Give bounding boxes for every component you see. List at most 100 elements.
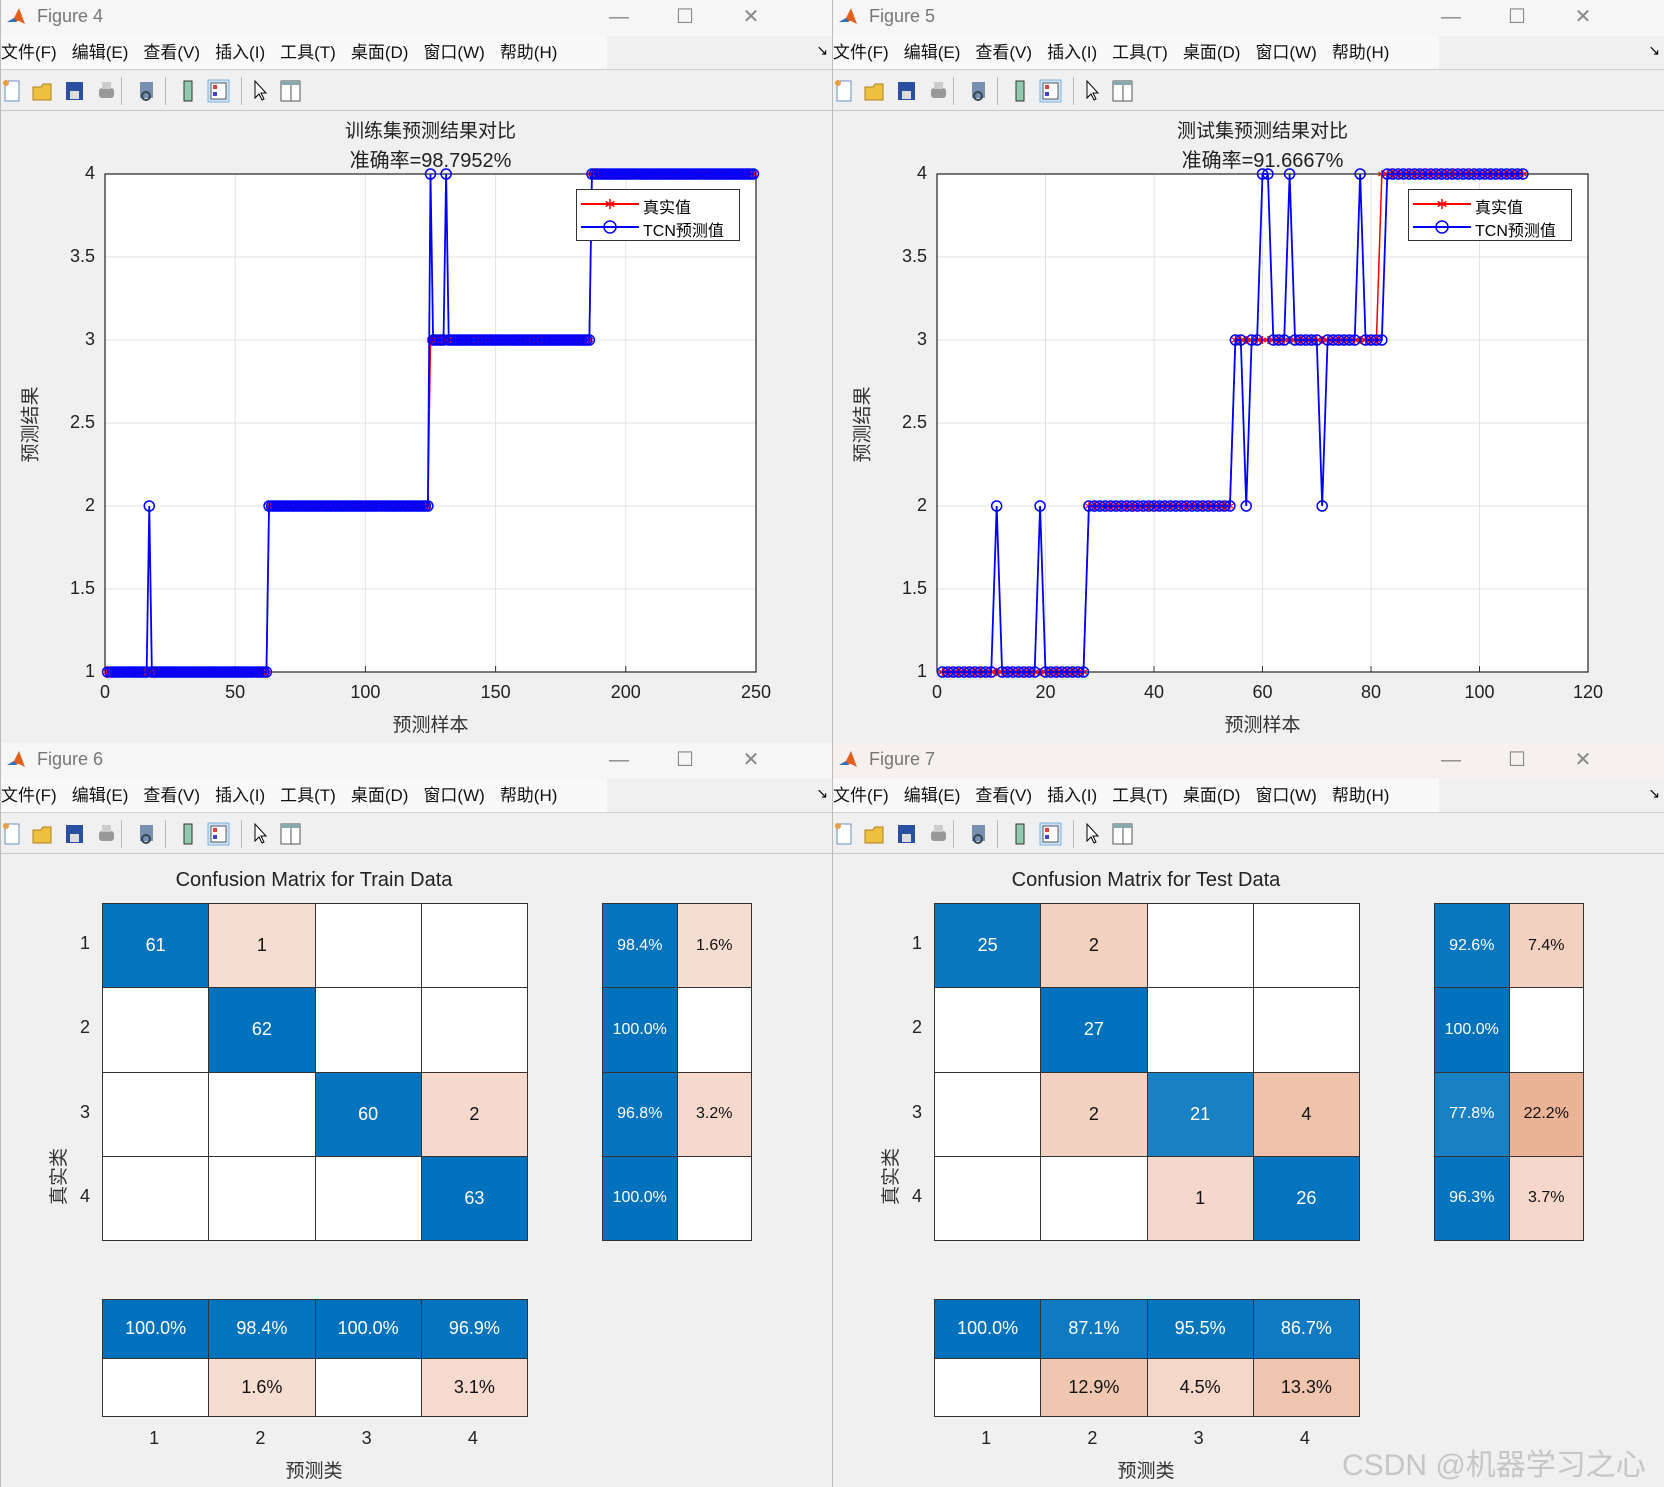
menu-item[interactable]: 插入(I) <box>215 786 266 805</box>
minimize-button[interactable]: — <box>1441 749 1461 771</box>
menu-item[interactable]: 编辑(E) <box>71 43 129 62</box>
legend-icon[interactable] <box>1039 79 1062 103</box>
menu-item[interactable]: 文件(F) <box>1 786 57 805</box>
menu-item[interactable]: 文件(F) <box>833 43 889 62</box>
menu-item[interactable]: 查看(V) <box>975 786 1033 805</box>
menu-item[interactable]: 查看(V) <box>975 43 1033 62</box>
tool-bar <box>1 814 832 854</box>
menu-item[interactable]: 插入(I) <box>1047 43 1098 62</box>
close-button[interactable]: ✕ <box>742 749 760 771</box>
menu-item[interactable]: 桌面(D) <box>350 786 409 805</box>
menu-item[interactable]: 文件(F) <box>833 786 889 805</box>
minimize-button[interactable]: — <box>1441 6 1461 28</box>
menu-item[interactable]: 查看(V) <box>143 43 201 62</box>
menu-item[interactable]: 窗口(W) <box>1255 43 1317 62</box>
column-summary-incorrect <box>314 1357 422 1417</box>
close-button[interactable]: ✕ <box>1574 749 1592 771</box>
menu-item[interactable]: 工具(T) <box>1112 43 1168 62</box>
menu-item[interactable]: 编辑(E) <box>71 786 129 805</box>
menu-item[interactable]: 桌面(D) <box>1182 43 1241 62</box>
new-file-icon[interactable] <box>1 79 23 103</box>
column-summary-correct: 86.7% <box>1252 1299 1360 1359</box>
toolbar-expand-icon[interactable]: ↘ <box>816 42 828 58</box>
menu-item[interactable]: 窗口(W) <box>1255 786 1317 805</box>
close-button[interactable]: ✕ <box>742 6 760 28</box>
new-file-icon[interactable] <box>833 822 855 846</box>
legend-icon[interactable] <box>207 79 230 103</box>
colorbar-icon[interactable] <box>1009 822 1031 846</box>
minimize-button[interactable]: — <box>609 749 629 771</box>
menu-item[interactable]: 插入(I) <box>1047 786 1098 805</box>
pointer-icon[interactable] <box>249 822 271 846</box>
print-icon[interactable] <box>95 822 117 846</box>
predicted-value-marker <box>143 500 156 512</box>
menu-item[interactable]: 编辑(E) <box>903 43 961 62</box>
new-file-icon[interactable] <box>1 822 23 846</box>
legend-icon[interactable] <box>207 822 230 846</box>
toolbar-expand-icon[interactable]: ↘ <box>1648 785 1660 801</box>
colorbar-icon[interactable] <box>177 822 199 846</box>
toolbar-expand-icon[interactable]: ↘ <box>816 785 828 801</box>
print-icon[interactable] <box>95 79 117 103</box>
save-icon[interactable] <box>895 822 917 846</box>
pointer-icon[interactable] <box>1081 79 1103 103</box>
open-folder-icon[interactable] <box>863 79 885 103</box>
title-bar[interactable]: Figure 4 — ☐ ✕ <box>1 0 832 36</box>
predicted-value-marker <box>1278 334 1290 346</box>
menu-item[interactable]: 工具(T) <box>280 43 336 62</box>
print-icon[interactable] <box>927 79 949 103</box>
maximize-button[interactable]: ☐ <box>1508 749 1526 771</box>
title-bar[interactable]: Figure 6 — ☐ ✕ <box>1 743 832 779</box>
menu-item[interactable]: 帮助(H) <box>1331 43 1390 62</box>
colorbar-icon[interactable] <box>1009 79 1031 103</box>
save-icon[interactable] <box>63 79 85 103</box>
save-icon[interactable] <box>63 822 85 846</box>
title-bar[interactable]: Figure 7 — ☐ ✕ <box>833 743 1664 779</box>
x-tick-label: 20 <box>1035 682 1056 702</box>
menu-item[interactable]: 桌面(D) <box>350 43 409 62</box>
link-icon[interactable] <box>135 79 157 103</box>
maximize-button[interactable]: ☐ <box>676 749 694 771</box>
property-inspector-icon[interactable] <box>1111 822 1133 846</box>
open-folder-icon[interactable] <box>863 822 885 846</box>
close-button[interactable]: ✕ <box>1574 6 1592 28</box>
menu-item[interactable]: 窗口(W) <box>423 786 485 805</box>
chart-legend[interactable]: 真实值 TCN预测值 <box>1408 189 1572 241</box>
print-icon[interactable] <box>927 822 949 846</box>
menu-item[interactable]: 帮助(H) <box>499 43 558 62</box>
toolbar-expand-icon[interactable]: ↘ <box>1648 42 1660 58</box>
link-icon[interactable] <box>967 822 989 846</box>
maximize-button[interactable]: ☐ <box>676 6 694 28</box>
menu-item[interactable]: 帮助(H) <box>499 786 558 805</box>
property-inspector-icon[interactable] <box>279 822 301 846</box>
title-bar[interactable]: Figure 5 — ☐ ✕ <box>833 0 1664 36</box>
property-inspector-icon[interactable] <box>1111 79 1133 103</box>
predicted-value-marker <box>974 666 987 678</box>
menu-item[interactable]: 编辑(E) <box>903 786 961 805</box>
link-icon[interactable] <box>967 79 989 103</box>
menu-item[interactable]: 桌面(D) <box>1182 786 1241 805</box>
new-file-icon[interactable] <box>833 79 855 103</box>
menu-item[interactable]: 文件(F) <box>1 43 57 62</box>
menu-item[interactable]: 查看(V) <box>143 786 201 805</box>
property-inspector-icon[interactable] <box>279 79 301 103</box>
row-summary-incorrect: 3.2% <box>676 1071 752 1157</box>
save-icon[interactable] <box>895 79 917 103</box>
pointer-icon[interactable] <box>1081 822 1103 846</box>
link-icon[interactable] <box>135 822 157 846</box>
menu-item[interactable]: 窗口(W) <box>423 43 485 62</box>
pointer-icon[interactable] <box>249 79 271 103</box>
minimize-button[interactable]: — <box>609 6 629 28</box>
legend-icon[interactable] <box>1039 822 1062 846</box>
maximize-button[interactable]: ☐ <box>1508 6 1526 28</box>
menu-item[interactable]: 工具(T) <box>1112 786 1168 805</box>
menu-item[interactable]: 插入(I) <box>215 43 266 62</box>
chart-legend[interactable]: 真实值 TCN预测值 <box>576 189 740 241</box>
open-folder-icon[interactable] <box>31 79 53 103</box>
colorbar-icon[interactable] <box>177 79 199 103</box>
open-folder-icon[interactable] <box>31 822 53 846</box>
menu-item[interactable]: 帮助(H) <box>1331 786 1390 805</box>
menu-item[interactable]: 工具(T) <box>280 786 336 805</box>
predicted-value-marker <box>947 666 960 678</box>
x-tick-label: 60 <box>1252 682 1273 702</box>
